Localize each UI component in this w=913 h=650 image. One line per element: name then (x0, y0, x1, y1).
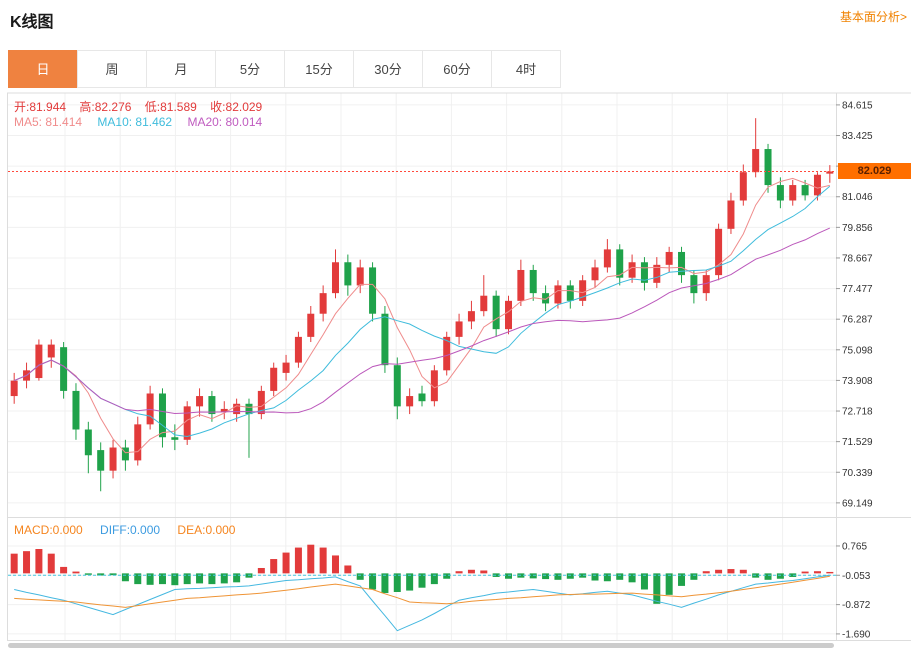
y-axis-labels: 84.615 83.425 81.046 79.856 78.667 77.477 76.2… (836, 100, 873, 640)
svg-text:77.477: 77.477 (842, 284, 873, 295)
tab-日[interactable]: 日 (8, 50, 78, 88)
ohlc-legend: 开:81.944 高:82.276 低:81.589 收:82.029 (14, 98, 272, 115)
ma10-line (14, 185, 831, 438)
grid-layer (8, 93, 836, 640)
svg-text:0.765: 0.765 (842, 541, 867, 552)
diff-value: DIFF:0.000 (100, 523, 161, 537)
dea-line (14, 575, 830, 608)
page-title: K线图 (10, 14, 54, 31)
svg-text:73.908: 73.908 (842, 376, 873, 387)
ma5-value: MA5: 81.414 (14, 115, 83, 129)
low-value: 低:81.589 (144, 100, 197, 114)
fundamental-analysis-link[interactable]: 基本面分析> (839, 10, 907, 24)
tab-周[interactable]: 周 (77, 50, 147, 88)
ma20-line (14, 227, 831, 415)
open-value: 开:81.944 (14, 100, 67, 114)
ma5-line (14, 177, 830, 454)
diff-line (14, 574, 830, 632)
svg-text:79.856: 79.856 (842, 223, 873, 234)
chart-scrollbar[interactable] (8, 643, 834, 648)
current-price-tag: 82.029 (838, 163, 911, 180)
macd-legend: MACD:0.000 DIFF:0.000 DEA:0.000 (14, 523, 249, 537)
svg-text:70.339: 70.339 (842, 468, 873, 479)
tab-月[interactable]: 月 (146, 50, 216, 88)
svg-text:84.615: 84.615 (842, 100, 873, 111)
high-value: 高:82.276 (79, 100, 132, 114)
panel-borders (7, 92, 911, 641)
ma-legend: MA5: 81.414 MA10: 81.462 MA20: 80.014 (14, 115, 274, 129)
svg-text:72.718: 72.718 (842, 407, 873, 418)
svg-text:75.098: 75.098 (842, 345, 873, 356)
candles-layer (10, 118, 834, 492)
tab-5分[interactable]: 5分 (215, 50, 285, 88)
macd-histogram (10, 544, 834, 604)
tab-4时[interactable]: 4时 (491, 50, 561, 88)
ma10-value: MA10: 81.462 (97, 115, 173, 129)
svg-text:81.046: 81.046 (842, 192, 873, 203)
svg-text:-0.872: -0.872 (842, 600, 871, 611)
dea-value: DEA:0.000 (177, 523, 236, 537)
period-tabs: 日周月 5分 15分 30分 60分 4时 (8, 50, 561, 88)
tab-15分[interactable]: 15分 (284, 50, 354, 88)
svg-text:71.529: 71.529 (842, 437, 873, 448)
svg-text:78.667: 78.667 (842, 253, 873, 264)
header: K线图 基本面分析> (0, 0, 913, 44)
svg-text:69.149: 69.149 (842, 498, 873, 509)
svg-text:-1.690: -1.690 (842, 629, 871, 640)
close-value: 收:82.029 (210, 100, 263, 114)
macd-value: MACD:0.000 (14, 523, 83, 537)
ma20-value: MA20: 80.014 (187, 115, 263, 129)
svg-text:83.425: 83.425 (842, 131, 873, 142)
tab-60分[interactable]: 60分 (422, 50, 492, 88)
svg-text:76.287: 76.287 (842, 315, 873, 326)
tab-30分[interactable]: 30分 (353, 50, 423, 88)
svg-text:-0.053: -0.053 (842, 571, 871, 582)
